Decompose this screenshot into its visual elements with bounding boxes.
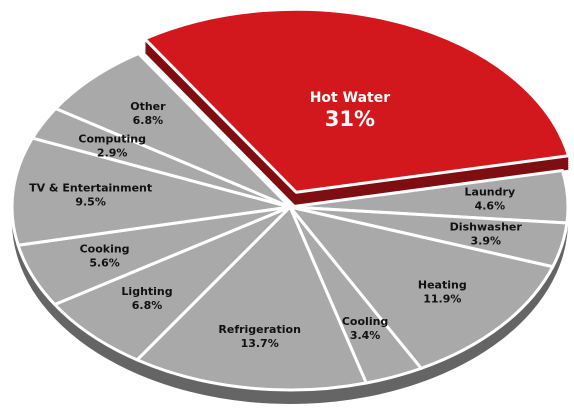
slice-label: Computing 2.9% — [78, 133, 146, 160]
slice-label: Dishwasher 3.9% — [450, 220, 523, 247]
slice-value: 31% — [325, 107, 375, 131]
slice-value: 6.8% — [133, 114, 164, 127]
slice-label: Refrigeration 13.7% — [218, 323, 301, 350]
slice-label: Other 6.8% — [130, 100, 166, 127]
slice-label: Heating 11.9% — [418, 278, 467, 305]
slice — [53, 205, 292, 362]
slice-value: 3.9% — [470, 234, 501, 247]
slice-value: 9.5% — [75, 195, 106, 208]
slice — [135, 205, 368, 392]
slice-name: Computing — [78, 133, 146, 146]
slice-name: Hot Water — [310, 90, 390, 106]
slice-name: Laundry — [465, 186, 516, 199]
slice-value: 11.9% — [423, 292, 461, 305]
slice-name: Lighting — [121, 285, 172, 298]
slice-value: 2.9% — [97, 147, 128, 160]
slice — [10, 136, 292, 247]
slice — [54, 52, 292, 209]
slice-label: Lighting 6.8% — [121, 285, 172, 312]
slice-name: Cooking — [80, 243, 130, 256]
slice-label: Cooking 5.6% — [80, 243, 130, 270]
slice-value: 3.4% — [350, 329, 381, 342]
slice — [143, 7, 571, 194]
slice-name: Dishwasher — [450, 220, 523, 233]
slice-name: Other — [130, 100, 166, 113]
slice-label: Cooling 3.4% — [342, 315, 388, 342]
slice-label: Hot Water 31% — [310, 90, 390, 131]
slice-label: Laundry 4.6% — [465, 186, 516, 213]
slice-value: 4.6% — [475, 200, 506, 213]
slice-name: Cooling — [342, 315, 388, 328]
slice-name: Heating — [418, 278, 467, 291]
slice-value: 5.6% — [89, 257, 120, 270]
slice-name: Refrigeration — [218, 323, 301, 336]
slice-name: TV & Entertainment — [29, 181, 152, 194]
slice-value: 6.8% — [132, 299, 163, 312]
slice — [288, 205, 555, 370]
slice-label: TV & Entertainment 9.5% — [29, 181, 152, 208]
slice-value: 13.7% — [241, 337, 279, 350]
